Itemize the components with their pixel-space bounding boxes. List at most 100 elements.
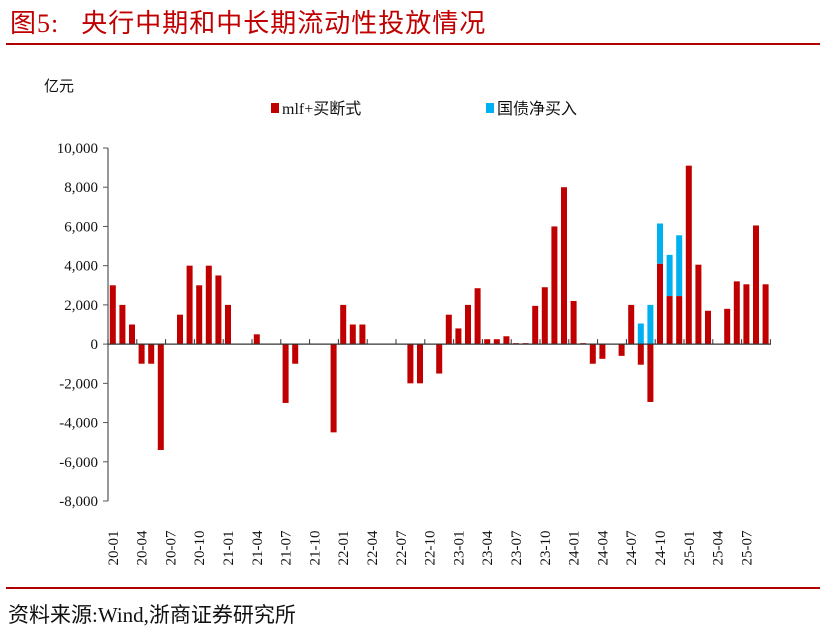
x-tick-label: 25-04 [711,530,727,565]
bar-mlf-25-03 [705,310,711,345]
y-axis: 10,000 8,000 6,000 4,000 2,000 0 -2,000 -4,000 -… [57,141,109,510]
bar-mlf-20-01 [109,285,116,345]
bar-mlf-24-10 [657,263,663,345]
bar-mlf-20-05 [148,344,155,364]
bar-treasury-24-11 [666,254,673,297]
title-divider [6,43,820,45]
bar-mlf-23-06 [503,336,510,345]
bar-mlf-20-03 [129,324,135,345]
bar-mlf-21-04 [253,334,260,345]
x-tick-label: 20-04 [135,530,151,565]
x-tick-label: 22-10 [423,531,439,566]
bar-mlf-23-12 [561,187,567,345]
bar-mlf-24-11 [666,296,673,345]
bar-mlf-23-03 [474,288,481,345]
bar-mlf-22-01 [340,304,347,345]
legend-label-blue: 国债净买入 [497,100,577,118]
bar-mlf-22-09 [417,344,423,384]
bar-mlf-22-03 [359,324,366,345]
bar-mlf-21-07 [282,344,289,403]
x-tick-label: 21-07 [279,530,295,565]
x-tick-label: 24-01 [567,531,583,566]
bar-mlf-20-12 [215,275,222,345]
figure-number: 图5: [10,9,60,38]
bar-mlf-23-09 [532,305,539,345]
bars [109,165,769,451]
x-tick-label: 23-01 [451,531,467,566]
bar-mlf-20-08 [177,314,183,345]
x-tick-label: 25-07 [739,530,755,565]
bar-mlf-21-12 [330,344,337,433]
x-tick-label: 20-10 [192,531,208,566]
bar-mlf-20-10 [196,285,203,345]
bar-mlf-20-04 [138,344,145,364]
bar-mlf-23-10 [541,287,548,345]
x-tick-label: 20-01 [106,531,122,566]
x-tick-label: 22-04 [365,530,381,565]
x-tick-label: 23-04 [480,530,496,565]
bar-mlf-22-12 [445,314,452,345]
figure-title: 图5: 央行中期和中长期流动性投放情况 [10,3,486,40]
bar-mlf-24-08 [637,344,644,365]
y-tick-label: -6,000 [59,455,98,471]
bar-mlf-24-01 [570,300,577,345]
x-tick-label: 22-01 [336,531,352,566]
bar-mlf-23-05 [493,339,500,345]
bar-mlf-25-06 [733,281,740,345]
x-axis: 20-01 20-04 20-07 20-10 21-01 21-04 21-07 21-10… [106,339,771,566]
y-tick-label: 0 [91,337,99,353]
bar-mlf-22-02 [349,324,356,345]
bar-mlf-22-11 [436,344,443,374]
x-tick-label: 24-04 [595,530,611,565]
chart: 亿元 mlf+买断式 国债净买入 10,000 8,000 6,000 4,000 2,… [44,78,771,566]
bar-treasury-24-10 [657,223,663,264]
bar-mlf-24-04 [599,344,606,359]
bar-mlf-21-01 [225,304,231,345]
bar-mlf-25-09 [762,284,769,345]
bar-treasury-24-09 [647,304,654,345]
bar-mlf-20-11 [205,265,212,345]
y-axis-unit: 亿元 [44,78,74,95]
bar-mlf-20-09 [186,265,193,345]
bar-mlf-25-02 [695,264,702,345]
y-tick-label: -4,000 [59,416,98,432]
x-tick-label: 25-01 [682,531,698,566]
y-tick-label: -8,000 [59,494,98,510]
bar-mlf-24-03 [589,344,596,364]
bar-mlf-25-07 [743,284,750,345]
bar-mlf-20-06 [157,344,164,451]
bar-mlf-21-08 [292,344,299,364]
bar-mlf-22-08 [407,344,414,384]
legend: mlf+买断式 国债净买入 [271,100,577,118]
bar-mlf-23-01 [455,328,462,345]
y-tick-label: 4,000 [64,259,98,275]
bar-treasury-24-08 [637,323,644,345]
y-tick-label: -2,000 [59,376,98,392]
bar-mlf-25-08 [753,225,759,345]
bar-mlf-25-05 [724,308,731,345]
x-tick-label: 20-07 [163,530,179,565]
legend-swatch-blue [486,103,494,113]
x-tick-label: 21-10 [307,531,323,566]
x-tick-label: 24-10 [653,531,669,566]
y-tick-label: 10,000 [57,141,98,157]
x-tick-label: 22-07 [394,530,410,565]
figure-title-text: 央行中期和中长期流动性投放情况 [81,9,487,38]
y-tick-label: 2,000 [64,298,98,314]
bar-treasury-24-12 [676,235,683,297]
legend-label-red: mlf+买断式 [282,100,361,118]
bar-mlf-24-07 [628,304,635,345]
bar-mlf-25-01 [685,165,692,345]
legend-swatch-red [271,103,279,113]
bar-mlf-23-02 [465,304,471,345]
bar-mlf-24-12 [676,296,683,345]
x-tick-label: 23-07 [509,530,525,565]
x-tick-label: 21-01 [221,531,237,566]
y-tick-label: 8,000 [64,180,98,196]
x-tick-label: 23-10 [538,531,554,566]
footer-divider [6,587,820,589]
bar-mlf-23-04 [484,339,491,345]
y-tick-label: 6,000 [64,219,98,235]
x-tick-label: 21-04 [250,530,266,565]
x-tick-label: 24-07 [624,530,640,565]
